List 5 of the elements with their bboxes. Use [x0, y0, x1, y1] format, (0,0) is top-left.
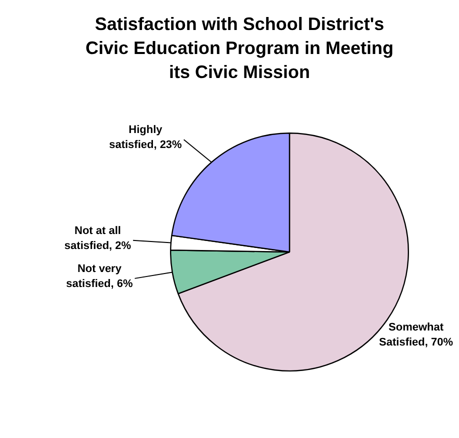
slice-label: Somewhat Satisfied, 70%	[379, 321, 454, 348]
slice-label: Highly satisfied, 23%	[109, 124, 182, 152]
slice-label: Not at all satisfied, 2%	[64, 224, 132, 252]
slice-label: Not very satisfied, 6%	[66, 262, 133, 290]
chart-title: Satisfaction with School District's Civic Education Program in Meeting its Civic Mission	[84, 13, 395, 84]
